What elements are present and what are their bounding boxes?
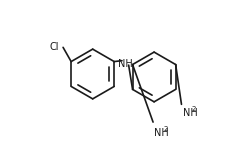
Text: 2: 2 — [192, 106, 196, 112]
Text: 2: 2 — [163, 126, 168, 132]
Text: Cl: Cl — [49, 42, 59, 52]
Text: NH: NH — [154, 128, 169, 138]
Text: NH: NH — [118, 59, 132, 69]
Text: NH: NH — [183, 108, 197, 118]
